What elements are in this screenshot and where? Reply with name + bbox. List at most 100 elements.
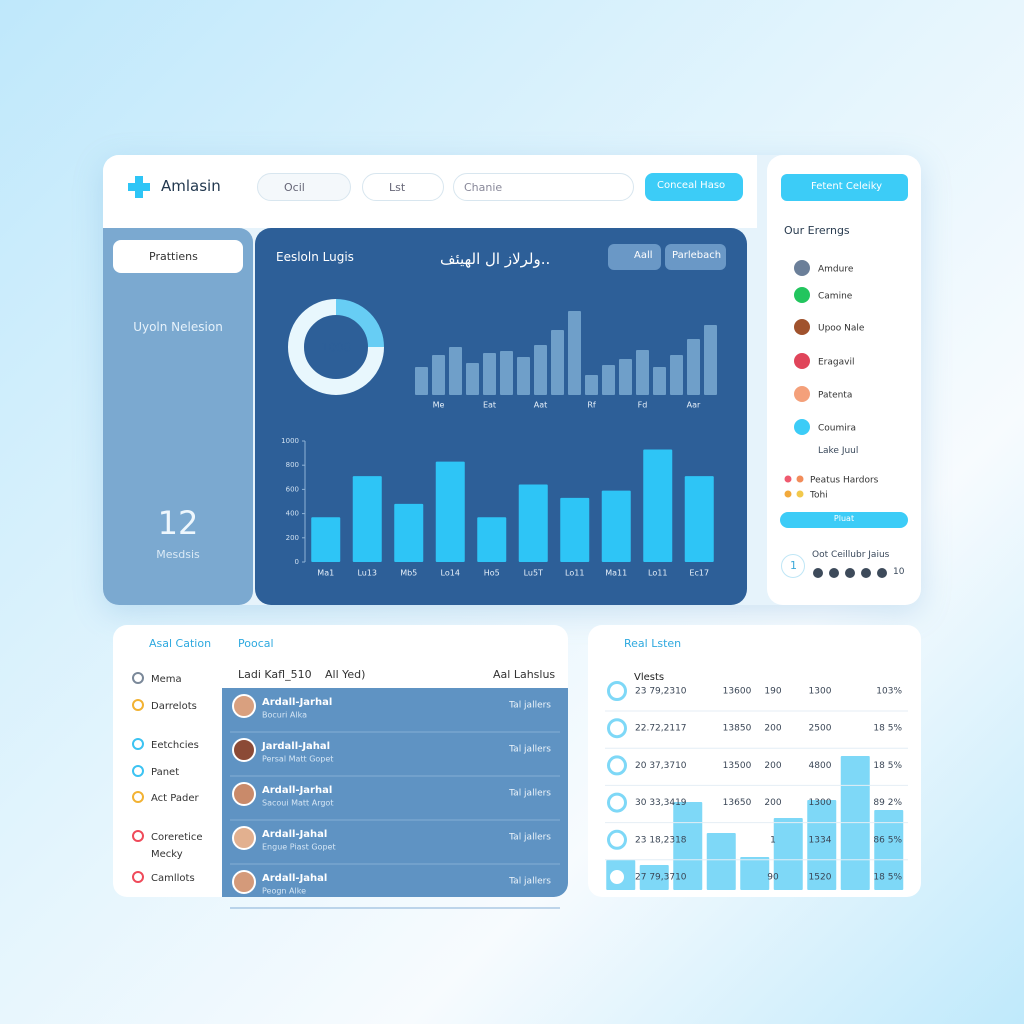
row-icon: [607, 867, 627, 887]
search-box[interactable]: Chanie: [453, 173, 634, 201]
button-text: Pluat: [833, 514, 855, 523]
nav-icon: [132, 738, 144, 750]
legend-dot: [796, 490, 804, 498]
row-icon: [607, 829, 627, 850]
panel-button[interactable]: Aall: [608, 244, 661, 270]
scope: All Yed): [325, 668, 366, 681]
button-text: Conceal Haso: [657, 180, 726, 191]
search-box[interactable]: Prattiens: [113, 240, 243, 273]
table-cell: 86 5%: [873, 835, 902, 845]
row-status: Tal jallers: [508, 833, 551, 843]
row-name: Ardall-Jarhal: [262, 785, 332, 796]
bar: [673, 802, 703, 890]
row-sub: Persal Matt Gopet: [262, 755, 333, 764]
footer-icon: [877, 568, 887, 578]
table-cell: 89 2%: [873, 798, 902, 808]
logo: Amlasin: [161, 177, 221, 195]
dropdown[interactable]: Lst: [362, 173, 444, 201]
legend-label: Peatus Hardors: [810, 476, 879, 486]
y-tick-label: 400: [286, 510, 299, 518]
person-name: Patenta: [818, 391, 852, 401]
y-tick-label: 600: [286, 485, 299, 493]
footer-count: 10: [893, 567, 905, 577]
x-tick-label: Eat: [483, 401, 496, 410]
bar: [415, 367, 428, 395]
table-cell: 190: [764, 687, 781, 697]
y-tick-label: 800: [286, 461, 299, 469]
avatar: [232, 782, 256, 806]
x-tick-label: Lo11: [648, 569, 667, 578]
nav-item[interactable]: Panet: [151, 767, 179, 778]
list-title: Poocal: [238, 637, 274, 650]
bar: [517, 357, 530, 395]
nav-icon: [132, 830, 144, 842]
panel-title: Eesloln Lugis: [276, 250, 354, 264]
nav-icon: [132, 791, 144, 803]
right-title: Our Ererngs: [784, 224, 850, 237]
left-panel: [103, 228, 253, 605]
sort[interactable]: Aal Lahslus: [493, 668, 556, 681]
dropdown-text: Lst: [389, 181, 406, 194]
badge-text: 1: [790, 559, 797, 572]
nav-item[interactable]: Act Pader: [151, 793, 199, 804]
logo-icon: [128, 176, 150, 198]
report-title: Real Lsten: [624, 637, 682, 650]
bar: [639, 865, 669, 890]
table-cell: 20 37,3710: [635, 761, 687, 771]
search-text: Prattiens: [149, 250, 198, 263]
row-name: Ardall-Jahal: [262, 873, 327, 884]
nav-icon: [132, 672, 144, 684]
avatar: [794, 319, 810, 335]
nav-item[interactable]: Camllots: [151, 873, 195, 884]
footer-icon: [845, 568, 855, 578]
bar: [483, 353, 496, 395]
nav-card: [113, 625, 227, 897]
footer-text: Oot Ceillubr Jaius: [812, 550, 890, 560]
table-cell: 1520: [809, 873, 832, 883]
panel-button[interactable]: Parlebach: [665, 244, 726, 270]
panel-subtitle: ولرلاز ال الهيئف..: [440, 250, 551, 268]
x-tick-label: Lo14: [441, 569, 460, 578]
table-cell: 200: [764, 798, 781, 808]
bar: [773, 818, 803, 890]
row-sub: Engue Piast Gopet: [262, 843, 336, 852]
nav-item[interactable]: Coreretice Mecky: [151, 832, 203, 860]
nav-item[interactable]: Eetchcies: [151, 740, 199, 751]
bar: [619, 359, 632, 395]
header-button[interactable]: Conceal Haso: [645, 173, 743, 201]
person-name: Coumira: [818, 424, 856, 434]
person-name: Eragavil: [818, 358, 854, 368]
x-tick-label: Me: [433, 401, 445, 410]
bar: [706, 833, 736, 890]
badge: 1: [781, 554, 805, 578]
bar: [449, 347, 462, 395]
action-button[interactable]: Pluat: [780, 512, 908, 528]
right-button[interactable]: Fetent Celeiky: [781, 174, 908, 201]
bar: [518, 484, 548, 562]
legend-dot: [796, 475, 804, 483]
x-tick-label: Ma11: [605, 569, 627, 578]
button-text: Fetent Celeiky: [811, 181, 883, 192]
avatar: [794, 260, 810, 276]
x-tick-label: Lu13: [357, 569, 377, 578]
table-cell: 200: [764, 724, 781, 734]
bar: [670, 355, 683, 395]
nav-item[interactable]: Darrelots: [151, 701, 197, 712]
person-name: Upoo Nale: [818, 324, 865, 334]
table-cell: 1: [770, 835, 776, 845]
bar: [477, 517, 507, 562]
nav-item[interactable]: Mema: [151, 674, 182, 685]
legend-dot: [784, 475, 792, 483]
bar: [704, 325, 717, 395]
search-box[interactable]: Ocil: [257, 173, 351, 201]
bar: [653, 367, 666, 395]
y-tick-label: 200: [286, 534, 299, 542]
button-text: Parlebach: [672, 250, 722, 261]
bar: [311, 517, 341, 562]
nav-icon: [132, 871, 144, 883]
stat-label: Mesdsis: [156, 548, 200, 561]
x-tick-label: Rf: [587, 401, 596, 410]
avatar: [794, 386, 810, 402]
